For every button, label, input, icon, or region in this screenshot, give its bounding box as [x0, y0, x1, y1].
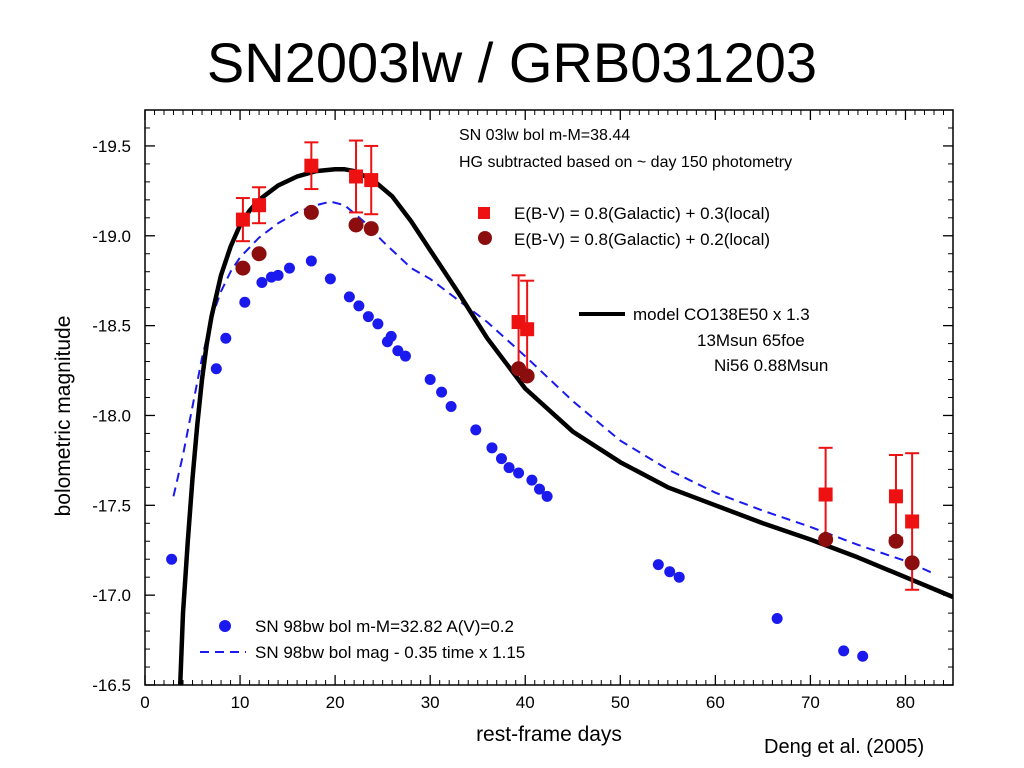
sn98bw-point	[385, 330, 397, 342]
legend-label-blue-dashed: SN 98bw bol mag - 0.35 time x 1.15	[255, 643, 525, 662]
sn98bw-point	[372, 318, 384, 330]
sn98bw-point	[399, 350, 411, 362]
sn98bw-point	[305, 255, 317, 267]
y-tick-label: -19.0	[92, 227, 131, 246]
y-tick-label: -19.5	[92, 137, 131, 156]
sn03lw-darkred-point	[235, 260, 251, 276]
sn98bw-point	[495, 453, 507, 465]
x-tick-label: 0	[140, 693, 149, 712]
sn03lw-darkred-point	[519, 368, 535, 384]
sn98bw-point	[272, 269, 284, 281]
axes-layer: 0 10 20 30 40 50 60 70 80 -19.5 -19.0 -18.5 -18.0 -17…	[92, 110, 953, 712]
sn03lw-darkred-point	[363, 221, 379, 237]
x-tick-label: 20	[326, 693, 345, 712]
sn98bw-point	[424, 374, 436, 386]
x-axis-label: rest-frame days	[476, 723, 622, 746]
legend-label-blue-points: SN 98bw bol m-M=32.82 A(V)=0.2	[255, 617, 514, 636]
sn98bw-point	[533, 483, 545, 495]
sn98bw-point	[541, 490, 553, 502]
sn98bw-point	[664, 566, 676, 578]
legend-marker-red-square	[478, 207, 490, 219]
sn98bw-point	[436, 386, 448, 398]
x-tick-label: 10	[231, 693, 250, 712]
sn98bw-point	[353, 300, 365, 312]
sn98bw-point	[673, 571, 685, 583]
sn98bw-point	[857, 650, 869, 662]
sn98bw-point	[838, 645, 850, 657]
legend-marker-blue-circle	[219, 620, 231, 632]
sn98bw-scaled-dashed-curve	[172, 200, 935, 575]
x-tick-label: 80	[896, 693, 915, 712]
sn03lw-darkred-point	[818, 531, 834, 547]
sn98bw-point	[503, 462, 515, 474]
plot-area	[166, 139, 953, 685]
sn98bw-point	[526, 474, 538, 486]
citation-credit: Deng et al. (2005)	[764, 736, 925, 758]
sn98bw-point	[210, 363, 222, 375]
sn03lw-red-point	[818, 487, 833, 502]
sn98bw-point	[343, 291, 355, 303]
sn98bw-point	[470, 424, 482, 436]
legend-marker-darkred-circle	[478, 231, 492, 245]
y-tick-label: -17.5	[92, 496, 131, 515]
sn03lw-red-point	[349, 169, 364, 184]
sn98bw-point	[239, 296, 251, 308]
sn03lw-darkred-point	[303, 204, 319, 220]
sn03lw-red-point	[304, 158, 319, 173]
x-tick-label: 60	[706, 693, 725, 712]
y-tick-label: -18.0	[92, 406, 131, 425]
legend-label-red: E(B-V) = 0.8(Galactic) + 0.3(local)	[514, 204, 770, 223]
model-annotation-line-1: model CO138E50 x 1.3	[633, 305, 810, 324]
x-tick-label: 50	[611, 693, 630, 712]
sn03lw-red-point	[888, 489, 903, 504]
annotation-host-subtraction: HG subtracted based on ~ day 150 photome…	[459, 154, 792, 171]
model-annotation-line-2: 13Msun 65foe	[697, 331, 805, 350]
sn03lw-darkred-point	[251, 246, 267, 262]
legend-layer: SN 03lw bol m-M=38.44 HG subtracted base…	[200, 127, 828, 662]
sn98bw-point	[166, 553, 178, 565]
model-annotation-line-3: Ni56 0.88Msun	[714, 356, 828, 375]
sn98bw-point	[220, 332, 232, 344]
sn03lw-darkred-point	[904, 555, 920, 571]
sn03lw-red-point	[520, 322, 535, 337]
sn98bw-point	[486, 442, 498, 454]
y-tick-label: -16.5	[92, 676, 131, 695]
y-axis-label: bolometric magnitude	[52, 316, 75, 517]
sn98bw-point	[392, 345, 404, 357]
y-tick-label: -17.0	[92, 586, 131, 605]
sn03lw-red-point	[235, 212, 250, 227]
sn98bw-point	[771, 613, 783, 625]
sn03lw-red-point	[364, 173, 379, 188]
x-tick-label: 40	[516, 693, 535, 712]
sn98bw-point	[513, 467, 525, 479]
sn03lw-red-point	[905, 514, 920, 529]
sn03lw-red-point	[252, 198, 267, 213]
data-layer	[166, 139, 953, 685]
sn03lw-darkred-point	[348, 217, 364, 233]
model-curve	[177, 167, 953, 685]
legend-label-darkred: E(B-V) = 0.8(Galactic) + 0.2(local)	[514, 230, 770, 249]
annotation-distance: SN 03lw bol m-M=38.44	[459, 127, 630, 144]
y-tick-label: -18.5	[92, 317, 131, 336]
sn98bw-point	[256, 277, 268, 288]
sn98bw-point	[283, 262, 295, 274]
sn98bw-point	[652, 559, 664, 571]
sn98bw-point	[324, 273, 336, 285]
sn98bw-point	[362, 311, 374, 323]
chart-title: SN2003lw / GRB031203	[206, 31, 818, 94]
x-tick-label: 30	[421, 693, 440, 712]
sn98bw-point	[445, 400, 457, 412]
sn03lw-darkred-point	[888, 533, 904, 549]
x-tick-label: 70	[801, 693, 820, 712]
